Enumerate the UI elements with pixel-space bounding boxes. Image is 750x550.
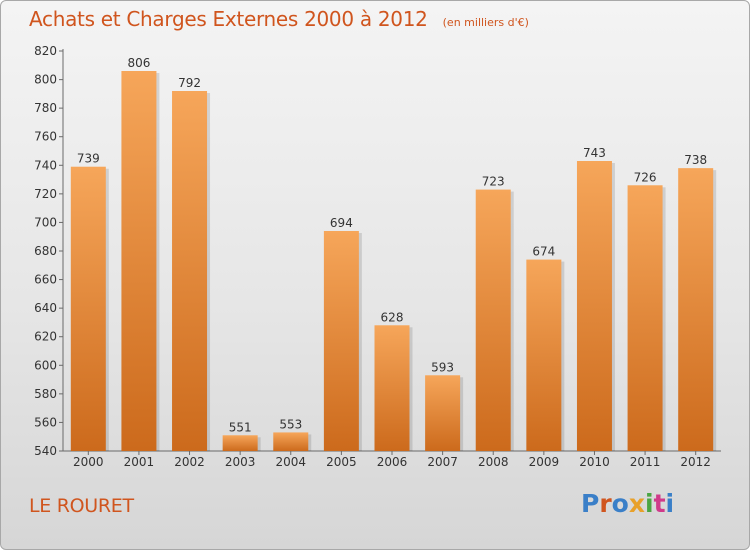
bar: [273, 432, 309, 451]
y-tick-label: 740: [34, 158, 57, 172]
data-label: 694: [330, 216, 353, 230]
data-label: 628: [381, 310, 404, 324]
title-row: Achats et Charges Externes 2000 à 2012 (…: [29, 7, 529, 31]
chart-bars: [70, 71, 717, 452]
y-tick-label: 720: [34, 187, 57, 201]
y-tick-label: 640: [34, 301, 57, 315]
bar: [374, 325, 410, 451]
bar: [222, 435, 258, 451]
x-tick-label: 2008: [478, 455, 509, 469]
bar: [172, 91, 208, 451]
data-label: 738: [684, 153, 707, 167]
y-tick-label: 780: [34, 101, 57, 115]
bar: [425, 375, 461, 451]
y-tick-label: 600: [34, 358, 57, 372]
x-tick-label: 2004: [275, 455, 306, 469]
y-tick-label: 560: [34, 415, 57, 429]
data-label: 723: [482, 175, 505, 189]
bar: [70, 166, 106, 451]
bar: [678, 168, 714, 451]
x-tick-label: 2006: [377, 455, 408, 469]
chart-data-labels: 739 806 792 551 553 694 628 593 723 674 743 726 738: [77, 56, 707, 434]
x-tick-label: 2003: [225, 455, 256, 469]
y-tick-label: 760: [34, 130, 57, 144]
x-tick-label: 2000: [73, 455, 104, 469]
bar: [475, 189, 511, 452]
data-label: 674: [532, 245, 555, 259]
y-tick-label: 580: [34, 387, 57, 401]
x-tick-label: 2012: [680, 455, 711, 469]
commune-name: LE ROURET: [29, 495, 134, 517]
data-label: 551: [229, 420, 252, 434]
y-tick-label: 660: [34, 273, 57, 287]
x-tick-label: 2001: [124, 455, 155, 469]
data-label: 553: [279, 417, 302, 431]
bar: [121, 71, 157, 451]
x-tick-label: 2002: [174, 455, 205, 469]
logo-letter: o: [611, 489, 629, 518]
data-label: 739: [77, 152, 100, 166]
data-label: 743: [583, 146, 606, 160]
logo-letter: t: [653, 489, 666, 518]
y-tick-label: 680: [34, 244, 57, 258]
data-label: 806: [127, 56, 150, 70]
x-tick-label: 2011: [630, 455, 661, 469]
x-tick-label: 2005: [326, 455, 357, 469]
data-label: 593: [431, 360, 454, 374]
y-tick-label: 540: [34, 444, 57, 458]
bar: [627, 185, 663, 452]
bar: [526, 259, 562, 451]
logo-letter: i: [665, 489, 675, 518]
chart-y-ticks: 540 560 580 600 620 640 660 680 700 720 740 760 780 8…: [34, 44, 63, 458]
bar: [576, 161, 612, 451]
proxiti-logo: Proxiti: [581, 489, 674, 518]
chart-unit: (en milliers d'€): [442, 16, 529, 29]
y-tick-label: 620: [34, 330, 57, 344]
y-tick-label: 800: [34, 73, 57, 87]
data-label: 726: [634, 170, 657, 184]
logo-letter: r: [599, 489, 612, 518]
chart-title: Achats et Charges Externes 2000 à 2012: [29, 7, 428, 31]
y-tick-label: 820: [34, 44, 57, 58]
x-tick-label: 2007: [427, 455, 458, 469]
bar: [323, 231, 359, 451]
data-label: 792: [178, 76, 201, 90]
logo-letter: P: [581, 489, 600, 518]
y-tick-label: 700: [34, 215, 57, 229]
logo-letter: i: [645, 489, 654, 518]
x-tick-label: 2010: [579, 455, 610, 469]
logo-letter: x: [628, 489, 645, 518]
x-tick-label: 2009: [529, 455, 560, 469]
chart-x-ticks: 2000 2001 2002 2003 2004 2005 2006 2007 2008 2009…: [73, 451, 711, 469]
